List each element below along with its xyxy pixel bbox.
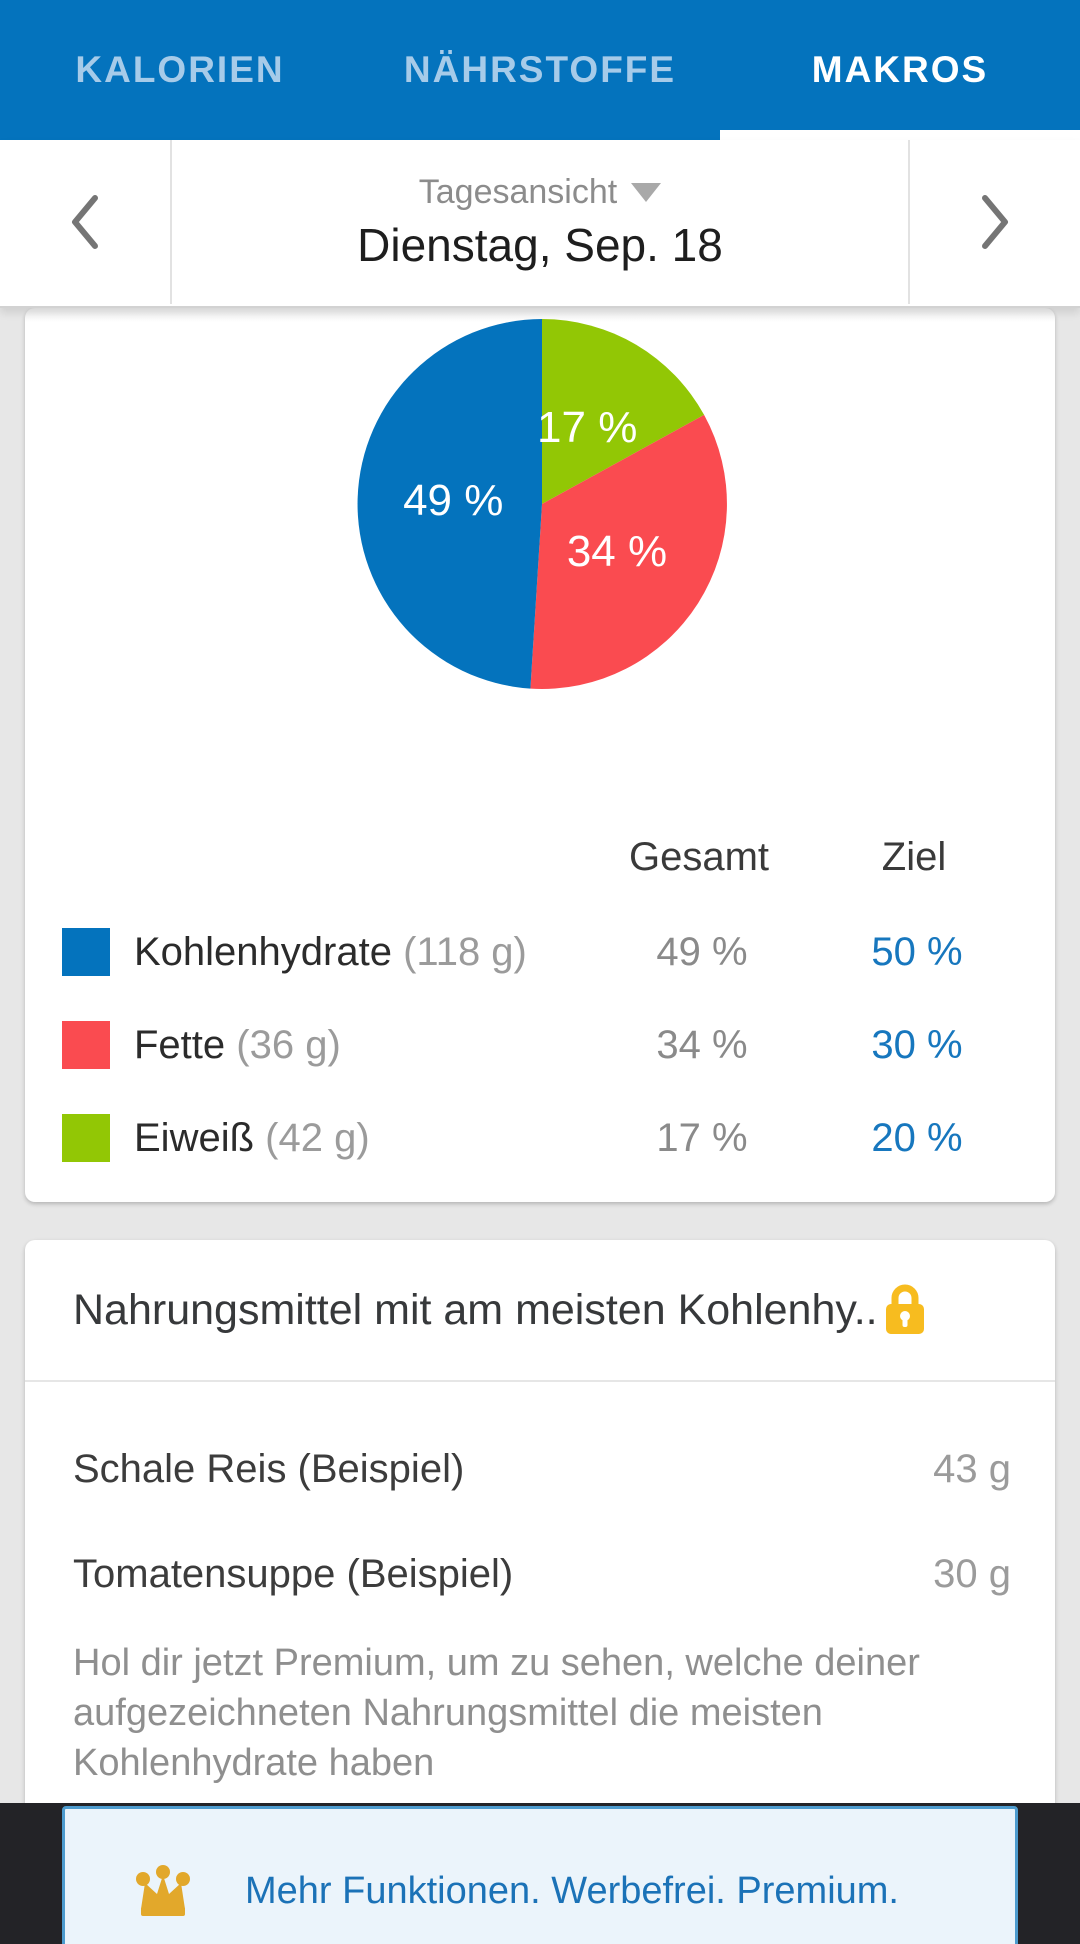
tab-makros[interactable]: MAKROS bbox=[811, 49, 989, 90]
current-date-label: Dienstag, Sep. 18 bbox=[357, 218, 723, 271]
macros-chart-card: 17 % 34 % 49 % Gesamt Ziel Kohlenhydrate (… bbox=[25, 308, 1055, 1202]
food-list-item: Schale Reis (Beispiel) 43 g bbox=[73, 1417, 1011, 1521]
pie-chart-svg bbox=[357, 319, 727, 689]
food-name: Schale Reis (Beispiel) bbox=[73, 1446, 465, 1491]
legend-row-fette: Fette (36 g) 34 % 30 % bbox=[25, 1017, 1055, 1073]
pie-slice-label: 49 % bbox=[403, 476, 504, 526]
chevron-left-icon bbox=[72, 195, 98, 249]
view-mode-label: Tagesansicht bbox=[418, 172, 618, 211]
premium-upsell-text: Hol dir jetzt Premium, um zu sehen, welc… bbox=[73, 1642, 920, 1784]
previous-day-button[interactable] bbox=[0, 140, 172, 304]
tab-bar: KALORIEN NÄHRSTOFFE MAKROS bbox=[0, 0, 1080, 140]
column-header-total: Gesamt bbox=[628, 835, 770, 879]
active-tab-indicator bbox=[720, 130, 1080, 140]
column-header-goal: Ziel bbox=[881, 835, 947, 879]
macro-total-percent: 34 % bbox=[656, 1022, 748, 1067]
ad-overlay-area: Mehr Funktionen. Werbefrei. Premium. bbox=[0, 1803, 1080, 1944]
chevron-down-icon bbox=[631, 182, 662, 202]
macros-pie-chart: 17 % 34 % 49 % bbox=[352, 314, 732, 694]
macro-goal-percent: 30 % bbox=[871, 1022, 963, 1067]
protein-color-swatch bbox=[62, 1114, 110, 1162]
food-carbs-value: 30 g bbox=[933, 1551, 1011, 1596]
pie-slice-label: 34 % bbox=[566, 526, 668, 576]
top-foods-title-row[interactable]: Nahrungsmittel mit am meisten Kohlenhy.. bbox=[25, 1240, 1055, 1382]
macro-amount: (42 g) bbox=[265, 1115, 370, 1160]
date-navigation-bar: Tagesansicht Dienstag, Sep. 18 bbox=[0, 140, 1080, 308]
premium-banner[interactable]: Mehr Funktionen. Werbefrei. Premium. bbox=[62, 1806, 1018, 1944]
macro-name: Kohlenhydrate (118 g) bbox=[134, 929, 527, 974]
top-foods-title: Nahrungsmittel mit am meisten Kohlenhy.. bbox=[73, 1285, 878, 1334]
tab-naehrstoffe[interactable]: NÄHRSTOFFE bbox=[403, 49, 677, 90]
next-day-button[interactable] bbox=[908, 140, 1080, 304]
macro-amount: (36 g) bbox=[236, 1022, 341, 1067]
pie-slice-Eiweiß bbox=[542, 319, 705, 504]
macro-amount: (118 g) bbox=[403, 929, 527, 974]
premium-banner-text: Mehr Funktionen. Werbefrei. Premium. bbox=[245, 1869, 899, 1912]
macro-total-percent: 17 % bbox=[656, 1115, 748, 1160]
macro-goal-percent: 50 % bbox=[871, 929, 963, 974]
tab-kalorien[interactable]: KALORIEN bbox=[75, 49, 285, 90]
legend-row-eiweiss: Eiweiß (42 g) 17 % 20 % bbox=[25, 1110, 1055, 1166]
carbs-color-swatch bbox=[62, 928, 110, 976]
chevron-right-icon bbox=[982, 195, 1008, 249]
lock-icon bbox=[885, 1284, 924, 1334]
pie-slice-label: 17 % bbox=[537, 402, 638, 452]
pie-slice-Fette bbox=[530, 414, 727, 689]
macro-goal-percent: 20 % bbox=[871, 1115, 963, 1160]
view-selector[interactable]: Tagesansicht Dienstag, Sep. 18 bbox=[172, 140, 908, 304]
food-carbs-value: 43 g bbox=[933, 1446, 1011, 1491]
legend-row-kohlenhydrate: Kohlenhydrate (118 g) 49 % 50 % bbox=[25, 924, 1055, 980]
macro-total-percent: 49 % bbox=[656, 929, 748, 974]
pie-slice-Kohlenhydrate bbox=[357, 319, 542, 689]
food-name: Tomatensuppe (Beispiel) bbox=[73, 1551, 514, 1596]
fat-color-swatch bbox=[62, 1021, 110, 1069]
crown-icon bbox=[136, 1865, 190, 1916]
macro-name: Eiweiß (42 g) bbox=[134, 1115, 370, 1160]
food-list-item: Tomatensuppe (Beispiel) 30 g bbox=[73, 1522, 1011, 1626]
macro-name: Fette (36 g) bbox=[134, 1022, 341, 1067]
